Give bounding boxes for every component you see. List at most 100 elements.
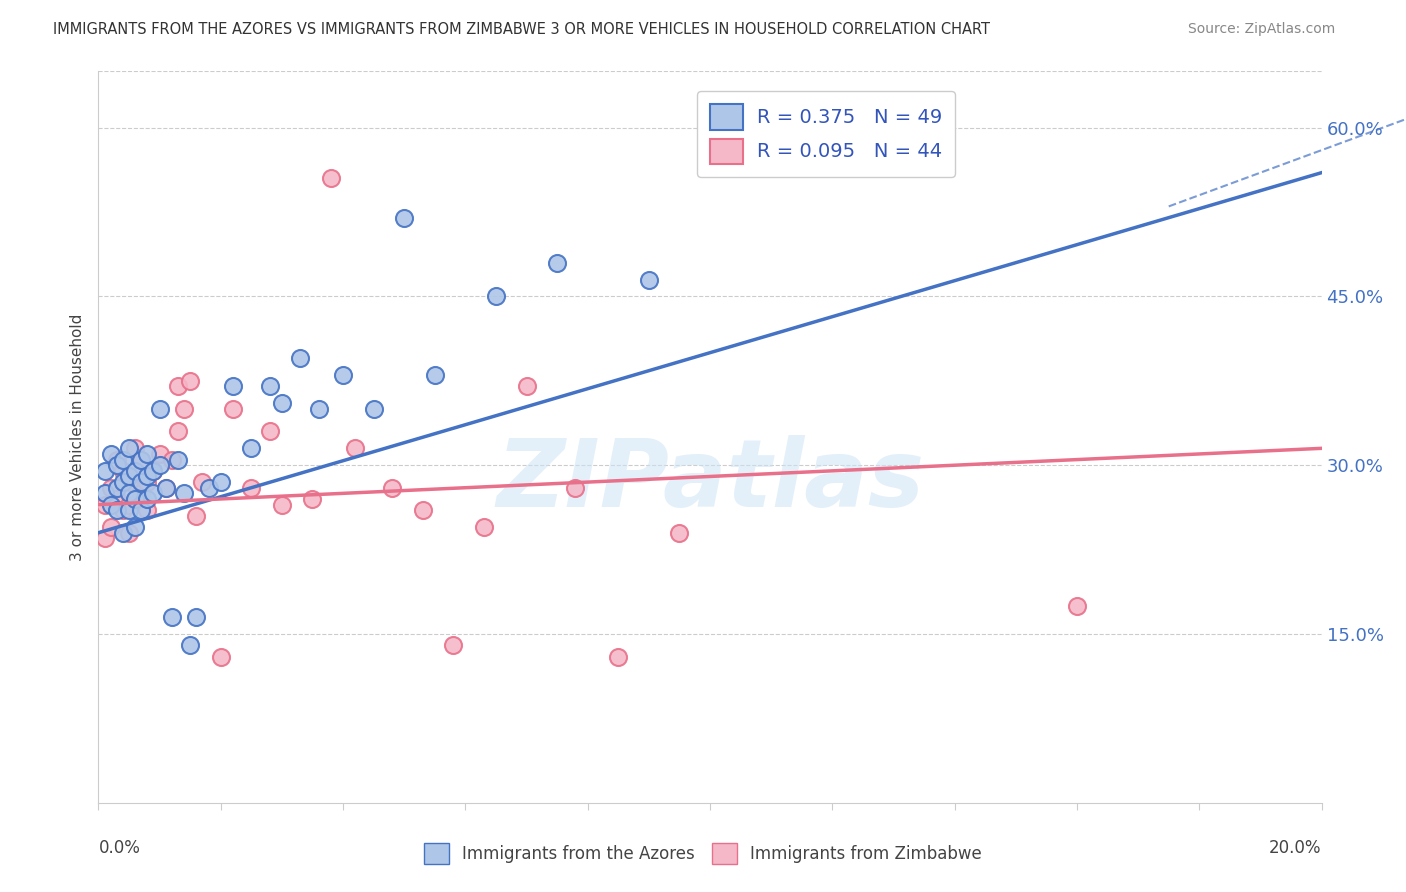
Point bbox=[100, 481, 122, 495]
Point bbox=[111, 525, 134, 540]
Point bbox=[301, 491, 323, 506]
Point bbox=[270, 396, 292, 410]
Point bbox=[105, 458, 128, 473]
Point bbox=[167, 425, 190, 439]
Point bbox=[111, 503, 134, 517]
Point bbox=[392, 211, 416, 225]
Point bbox=[129, 475, 152, 489]
Point bbox=[160, 452, 183, 467]
Point bbox=[142, 486, 165, 500]
Point bbox=[129, 452, 152, 467]
Point bbox=[160, 610, 183, 624]
Point bbox=[129, 503, 152, 517]
Point bbox=[472, 520, 495, 534]
Point bbox=[136, 503, 159, 517]
Point bbox=[179, 638, 201, 652]
Point bbox=[111, 464, 134, 478]
Legend: R = 0.375   N = 49, R = 0.095   N = 44: R = 0.375 N = 49, R = 0.095 N = 44 bbox=[697, 91, 955, 177]
Point bbox=[167, 452, 190, 467]
Text: 20.0%: 20.0% bbox=[1270, 839, 1322, 857]
Point bbox=[564, 481, 586, 495]
Point bbox=[186, 610, 208, 624]
Point bbox=[155, 481, 177, 495]
Point bbox=[124, 442, 146, 456]
Point bbox=[485, 289, 508, 303]
Point bbox=[118, 475, 141, 489]
Point bbox=[637, 272, 661, 286]
Point bbox=[136, 469, 159, 483]
Point bbox=[668, 525, 690, 540]
Point bbox=[111, 475, 134, 489]
Point bbox=[412, 503, 434, 517]
Point bbox=[118, 525, 141, 540]
Point bbox=[93, 486, 115, 500]
Point bbox=[149, 447, 172, 461]
Point bbox=[93, 532, 115, 546]
Point bbox=[381, 481, 404, 495]
Point bbox=[240, 442, 263, 456]
Point bbox=[105, 481, 128, 495]
Point bbox=[546, 255, 568, 269]
Point bbox=[124, 464, 146, 478]
Point bbox=[136, 475, 159, 489]
Point bbox=[270, 498, 292, 512]
Point bbox=[209, 475, 232, 489]
Point bbox=[173, 401, 195, 416]
Point bbox=[111, 452, 134, 467]
Point bbox=[197, 481, 219, 495]
Point bbox=[155, 481, 177, 495]
Point bbox=[124, 520, 146, 534]
Point bbox=[105, 452, 128, 467]
Point bbox=[332, 368, 354, 383]
Point bbox=[1066, 599, 1088, 613]
Point bbox=[105, 491, 128, 506]
Point bbox=[118, 503, 141, 517]
Point bbox=[240, 481, 263, 495]
Point bbox=[149, 458, 172, 473]
Point bbox=[118, 442, 141, 456]
Point bbox=[222, 401, 245, 416]
Point bbox=[308, 401, 330, 416]
Point bbox=[516, 379, 538, 393]
Point bbox=[142, 464, 165, 478]
Point bbox=[191, 475, 214, 489]
Point bbox=[100, 498, 122, 512]
Point bbox=[222, 379, 245, 393]
Point bbox=[129, 452, 152, 467]
Point bbox=[167, 379, 190, 393]
Point bbox=[136, 447, 159, 461]
Point bbox=[441, 638, 464, 652]
Point bbox=[344, 442, 367, 456]
Point bbox=[423, 368, 446, 383]
Point bbox=[118, 486, 141, 500]
Text: ZIPatlas: ZIPatlas bbox=[496, 435, 924, 527]
Point bbox=[142, 464, 165, 478]
Point bbox=[173, 486, 195, 500]
Text: 0.0%: 0.0% bbox=[98, 839, 141, 857]
Point bbox=[149, 401, 172, 416]
Point bbox=[118, 469, 141, 483]
Point bbox=[93, 498, 115, 512]
Point bbox=[136, 491, 159, 506]
Point bbox=[209, 649, 232, 664]
Point bbox=[100, 447, 122, 461]
Point bbox=[319, 171, 342, 186]
Point bbox=[100, 520, 122, 534]
Point bbox=[124, 464, 146, 478]
Point bbox=[607, 649, 630, 664]
Point bbox=[179, 374, 201, 388]
Point bbox=[259, 425, 281, 439]
Point bbox=[129, 486, 152, 500]
Point bbox=[105, 503, 128, 517]
Point bbox=[118, 498, 141, 512]
Text: Source: ZipAtlas.com: Source: ZipAtlas.com bbox=[1188, 22, 1336, 37]
Point bbox=[290, 351, 312, 366]
Point bbox=[363, 401, 385, 416]
Point bbox=[186, 508, 208, 523]
Point bbox=[259, 379, 281, 393]
Point bbox=[124, 491, 146, 506]
Y-axis label: 3 or more Vehicles in Household: 3 or more Vehicles in Household bbox=[69, 313, 84, 561]
Point bbox=[93, 464, 115, 478]
Legend: Immigrants from the Azores, Immigrants from Zimbabwe: Immigrants from the Azores, Immigrants f… bbox=[418, 837, 988, 871]
Text: IMMIGRANTS FROM THE AZORES VS IMMIGRANTS FROM ZIMBABWE 3 OR MORE VEHICLES IN HOU: IMMIGRANTS FROM THE AZORES VS IMMIGRANTS… bbox=[53, 22, 990, 37]
